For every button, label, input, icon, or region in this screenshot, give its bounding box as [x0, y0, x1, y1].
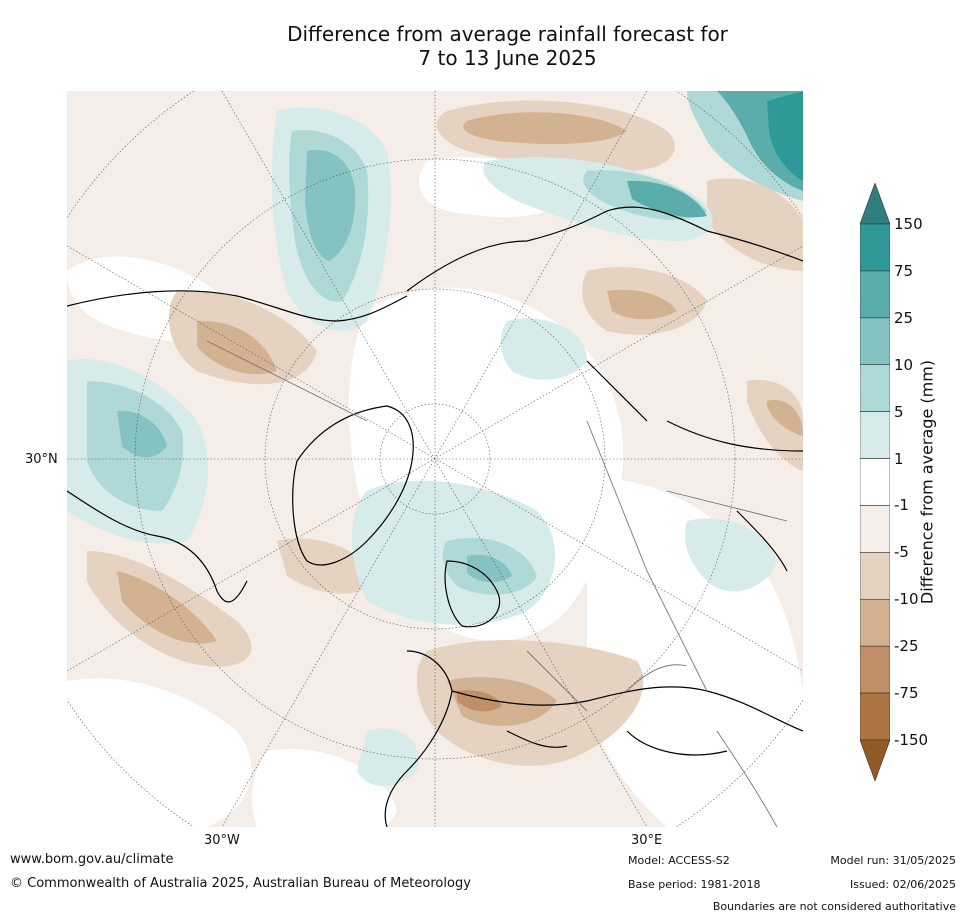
wet-area [483, 157, 713, 241]
colorbar-segment [860, 458, 890, 506]
colorbar-tick-label: 1 [894, 449, 904, 468]
colorbar-tick-label: 5 [894, 402, 904, 421]
lon-label-30e: 30°E [631, 833, 663, 848]
lat-label-30n: 30°N [25, 452, 58, 467]
colorbar-segment [860, 505, 890, 553]
colorbar-tick-label: -25 [894, 637, 919, 656]
dry-area [767, 400, 803, 436]
colorbar-segment [860, 317, 890, 366]
colorbar-tick-label: -75 [894, 684, 919, 703]
dry-area [117, 571, 217, 644]
website-link[interactable]: www.bom.gov.au/climate [10, 852, 174, 867]
colorbar-tick-label: 150 [894, 215, 923, 233]
colorbar-tick-label: -1 [894, 496, 909, 515]
wet-area [627, 180, 707, 218]
colorbar-segment [860, 692, 890, 741]
dry-area [707, 178, 803, 271]
title-line-1: Difference from average rainfall forecas… [287, 22, 728, 46]
colorbar-title: Difference from average (mm) [917, 359, 937, 605]
wet-area [767, 91, 803, 181]
colorbar-segment [860, 411, 890, 459]
dry-area [463, 112, 627, 144]
graticule [67, 91, 803, 827]
colorbar [860, 183, 890, 781]
disclaimer-text: Boundaries are not considered authoritat… [712, 900, 956, 913]
wet-area [357, 728, 419, 786]
colorbar-tick-label: 10 [894, 355, 914, 374]
colorbar-tick-label: -5 [894, 543, 909, 562]
issued-text: Issued: 02/06/2025 [849, 878, 956, 891]
neutral-area [67, 678, 252, 827]
colorbar-segment [860, 270, 890, 319]
colorbar-segment [860, 223, 890, 272]
country-borders [206, 340, 788, 827]
chart-title: Difference from average rainfall forecas… [0, 22, 965, 70]
rainfall-anomaly-map [67, 91, 803, 827]
wet-area [685, 518, 777, 592]
coastlines [67, 206, 803, 827]
base-period-text: Base period: 1981-2018 [628, 878, 761, 891]
lon-label-30w: 30°W [204, 833, 240, 848]
colorbar-segment [860, 645, 890, 694]
title-line-2: 7 to 13 June 2025 [418, 46, 597, 70]
colorbar-bottom-extension [860, 739, 890, 781]
colorbar-tick-label: 75 [894, 261, 914, 280]
wet-area [305, 150, 356, 261]
dry-area [607, 289, 677, 320]
colorbar-top-extension [860, 183, 890, 225]
colorbar-segment [860, 552, 890, 600]
model-text: Model: ACCESS-S2 [628, 854, 730, 867]
colorbar-segment [860, 364, 890, 412]
colorbar-tick-label: 25 [894, 308, 914, 327]
colorbar-tick-label: -10 [894, 590, 919, 609]
copyright-text: © Commonwealth of Australia 2025, Austra… [10, 876, 471, 891]
model-run-text: Model run: 31/05/2025 [830, 854, 956, 867]
wet-area [500, 318, 587, 380]
wet-area [467, 554, 512, 583]
wet-area [117, 410, 167, 458]
dry-area [197, 320, 277, 375]
colorbar-tick-label: -150 [894, 731, 929, 749]
colorbar-segment [860, 598, 890, 647]
dry-area [747, 380, 803, 471]
